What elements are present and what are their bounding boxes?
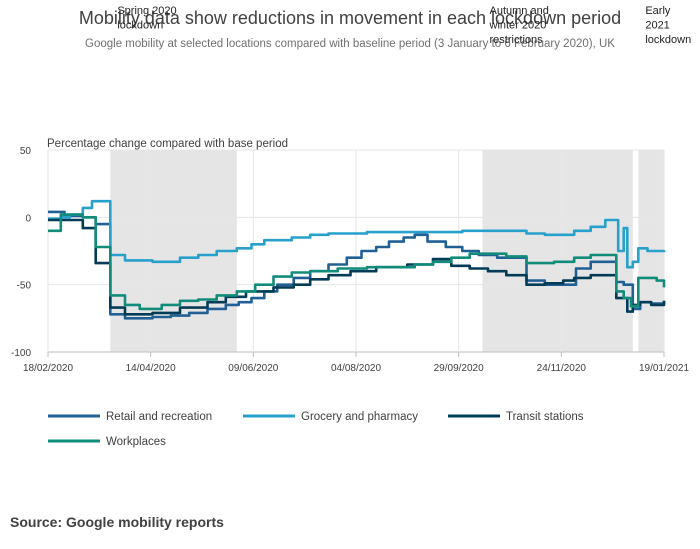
y-tick-label: 0 xyxy=(25,213,31,224)
y-axis-title: Percentage change compared with base per… xyxy=(47,138,288,150)
legend-label-grocery-and-pharmacy: Grocery and pharmacy xyxy=(301,411,418,423)
shaded-period-2 xyxy=(482,150,633,352)
x-axis-ticks: 18/02/2020 14/04/2020 09/06/2020 04/08/2020… xyxy=(23,352,689,374)
legend-label-transit-stations: Transit stations xyxy=(506,411,584,423)
x-tick-label: 14/04/2020 xyxy=(126,363,176,374)
shaded-periods xyxy=(110,150,664,352)
y-tick-label: -50 xyxy=(17,281,32,292)
y-tick-label: -100 xyxy=(11,348,31,359)
x-tick-label: 29/09/2020 xyxy=(434,363,484,374)
series-line-workplaces xyxy=(48,213,666,311)
y-tick-label: 50 xyxy=(20,146,32,157)
period-label-3: Early 2021 lockdown xyxy=(645,5,691,46)
source-note: Source: Google mobility reports xyxy=(10,514,224,530)
period-label-2: Autumn and winter 2020 restrictions xyxy=(489,5,549,46)
series-line-grocery-and-pharmacy xyxy=(48,199,666,269)
legend-label-retail-and-recreation: Retail and recreation xyxy=(106,411,212,423)
x-tick-label: 19/01/2021 xyxy=(639,363,689,374)
x-tick-label: 09/06/2020 xyxy=(228,363,278,374)
chart-subtitle: Google mobility at selected locations co… xyxy=(85,38,615,50)
series-line-retail-and-recreation xyxy=(48,210,666,320)
chart-title: Mobility data show reductions in movemen… xyxy=(79,8,621,28)
period-annotations: Spring 2020 lockdown Autumn and winter 2020… xyxy=(117,5,691,46)
x-tick-label: 24/11/2020 xyxy=(537,363,587,374)
y-axis-ticks: 50 0 -50 -100 xyxy=(11,146,31,359)
legend-label-workplaces: Workplaces xyxy=(106,436,166,448)
legend: Retail and recreation Grocery and pharmac… xyxy=(48,411,584,448)
period-label-1: Spring 2020 lockdown xyxy=(117,5,176,32)
x-tick-label: 04/08/2020 xyxy=(331,363,381,374)
series-lines xyxy=(48,199,666,320)
x-tick-label: 18/02/2020 xyxy=(23,363,73,374)
